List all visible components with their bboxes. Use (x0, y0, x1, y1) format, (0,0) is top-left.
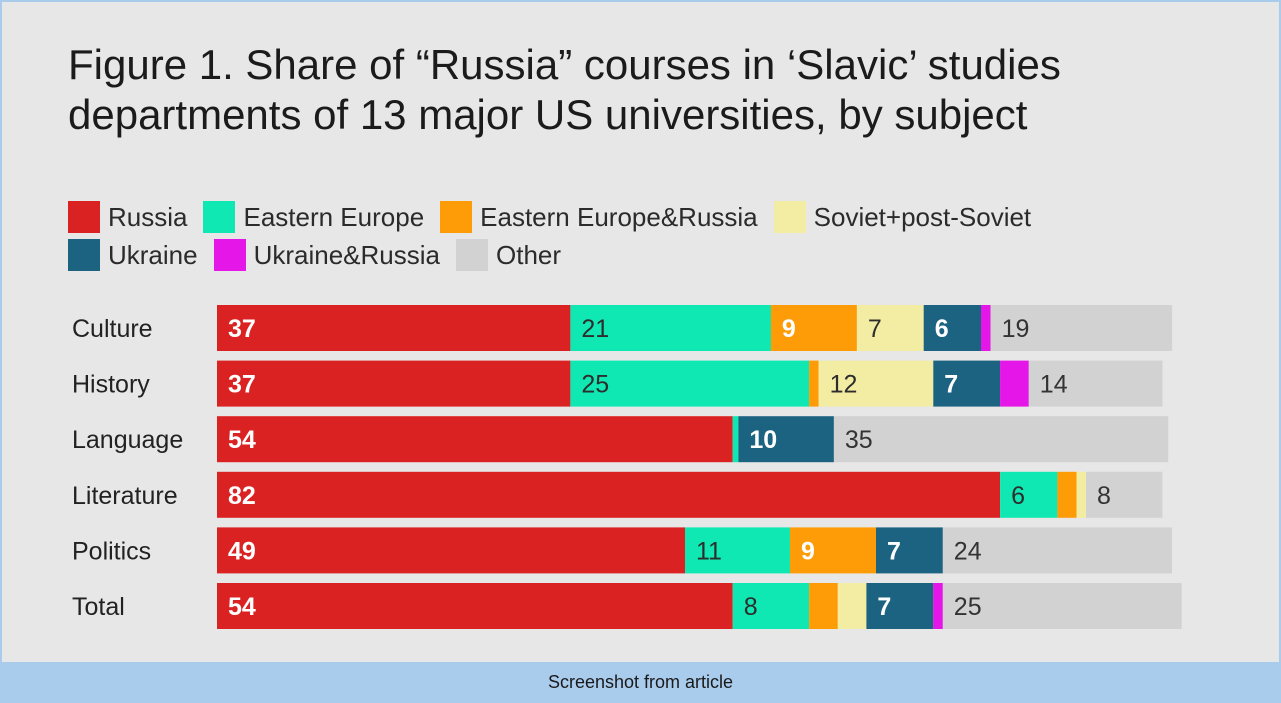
data-label-culture-eastern-europe-russia: 9 (782, 315, 796, 343)
bar-segment-politics-eastern-europe (685, 527, 791, 574)
bar-segment-culture-soviet-post-soviet (856, 305, 924, 351)
legend-item-soviet-post-soviet: Soviet+post-Soviet (773, 201, 1032, 233)
legend-swatch-ukraine-russia (213, 239, 246, 271)
data-label-history-ukraine: 7 (944, 371, 958, 399)
category-label-history: History (72, 371, 150, 399)
data-label-history-other: 14 (1040, 371, 1068, 399)
data-label-total-eastern-europe: 8 (744, 593, 758, 621)
legend-item-russia: Russia (68, 201, 187, 233)
bar-segment-total-other (942, 583, 1182, 629)
chart-title: Figure 1. Share of “Russia” courses in ‘… (68, 41, 1061, 138)
data-label-culture-other: 19 (1002, 315, 1030, 343)
category-label-politics: Politics (72, 537, 151, 565)
bar-segment-history-eastern-europe (570, 360, 810, 407)
data-label-literature-other: 8 (1097, 482, 1111, 510)
data-label-total-russia: 54 (228, 593, 256, 621)
bar-segment-total-eastern-europe (732, 583, 810, 629)
bar-segment-literature-russia (217, 471, 1001, 518)
bar-segment-culture-ukraine-russia (981, 305, 991, 351)
data-label-history-russia: 37 (228, 371, 256, 399)
bar-segment-total-russia (217, 583, 733, 629)
bar-segment-history-ukraine-russia (1000, 360, 1029, 407)
category-label-language: Language (72, 426, 183, 454)
data-label-language-ukraine: 10 (749, 426, 777, 454)
bar-segment-literature-eastern-europe-russia (1057, 471, 1077, 518)
bar-segment-literature-soviet-post-soviet (1076, 471, 1087, 518)
legend-swatch-other (456, 239, 488, 271)
legend-swatch-soviet-post-soviet (773, 201, 806, 233)
bar-segment-culture-other (990, 305, 1173, 351)
legend-label-eastern-europe: Eastern Europe (243, 201, 425, 232)
legend-item-eastern-europe-russia: Eastern Europe&Russia (440, 201, 758, 233)
bar-segment-culture-eastern-europe-russia (770, 305, 857, 351)
bar-segment-politics-russia (217, 527, 685, 574)
legend-item-other: Other (456, 239, 561, 271)
bar-segment-politics-eastern-europe-russia (790, 527, 876, 574)
legend-label-soviet-post-soviet: Soviet+post-Soviet (813, 201, 1032, 232)
bar-segment-total-ukraine (866, 583, 934, 629)
bar-segment-literature-eastern-europe (1000, 471, 1058, 518)
legend-swatch-russia (68, 201, 100, 233)
bar-segment-language-ukraine (738, 416, 834, 463)
category-label-culture: Culture (72, 315, 153, 343)
bar-segment-history-other (1028, 360, 1163, 407)
chart-legend: Russia Eastern Europe Eastern Europe&Rus… (68, 198, 1218, 274)
data-label-history-soviet-post-soviet: 12 (830, 371, 858, 399)
data-label-culture-russia: 37 (228, 315, 256, 343)
data-label-total-other: 25 (954, 593, 982, 621)
data-label-politics-ukraine: 7 (887, 537, 901, 565)
data-label-politics-russia: 49 (228, 537, 256, 565)
bar-segment-culture-ukraine (923, 305, 981, 351)
legend-item-ukraine-russia: Ukraine&Russia (213, 239, 440, 271)
bar-segment-total-soviet-post-soviet (837, 583, 867, 629)
data-label-language-russia: 54 (228, 426, 256, 454)
legend-label-ukraine-russia: Ukraine&Russia (253, 239, 440, 270)
legend-label-ukraine: Ukraine (108, 239, 198, 270)
data-label-history-eastern-europe: 25 (581, 371, 609, 399)
data-label-culture-soviet-post-soviet: 7 (868, 315, 882, 343)
data-label-culture-ukraine: 6 (935, 315, 949, 343)
bar-segment-literature-other (1086, 471, 1163, 518)
bar-segment-politics-ukraine (876, 527, 943, 574)
footer-caption: Screenshot from article (547, 672, 734, 692)
data-label-literature-eastern-europe: 6 (1011, 482, 1025, 510)
legend-swatch-eastern-europe-russia (440, 201, 473, 233)
bar-segment-language-other (833, 416, 1169, 463)
legend-row: Ukraine Ukraine&Russia Other (68, 236, 1218, 274)
bar-segment-total-ukraine-russia (933, 583, 943, 629)
legend-swatch-ukraine (68, 239, 100, 271)
bar-segment-politics-other (942, 527, 1172, 574)
data-label-politics-eastern-europe: 11 (696, 537, 722, 565)
bar-segment-language-eastern-europe (732, 416, 739, 463)
data-label-culture-eastern-europe: 21 (581, 315, 609, 343)
data-label-literature-russia: 82 (228, 482, 256, 510)
data-label-total-ukraine: 7 (877, 593, 891, 621)
legend-swatch-eastern-europe (203, 201, 236, 233)
stacked-bar-chart: Culture 37 21 9 7 6 19 History 37 25 12 7 14 Language… (72, 305, 1182, 629)
bar-segment-language-russia (217, 416, 733, 463)
category-label-total: Total (72, 593, 125, 621)
bar-segment-history-russia (217, 360, 571, 407)
data-label-politics-other: 24 (954, 537, 982, 565)
bar-segment-history-soviet-post-soviet (818, 360, 934, 407)
legend-label-other: Other (496, 239, 562, 270)
bar-segment-history-ukraine (933, 360, 1001, 407)
legend-label-eastern-europe-russia: Eastern Europe&Russia (480, 201, 758, 232)
legend-label-russia: Russia (108, 201, 188, 232)
legend-item-ukraine: Ukraine (68, 239, 198, 271)
legend-row: Russia Eastern Europe Eastern Europe&Rus… (68, 198, 1218, 236)
category-label-literature: Literature (72, 482, 178, 510)
bar-segment-culture-russia (217, 305, 571, 351)
bar-segment-history-eastern-europe-russia (809, 360, 819, 407)
data-label-politics-eastern-europe-russia: 9 (801, 537, 815, 565)
bar-segment-total-eastern-europe-russia (809, 583, 838, 629)
legend-item-eastern-europe: Eastern Europe (203, 201, 424, 233)
data-label-language-other: 35 (845, 426, 873, 454)
bar-segment-culture-eastern-europe (570, 305, 771, 351)
